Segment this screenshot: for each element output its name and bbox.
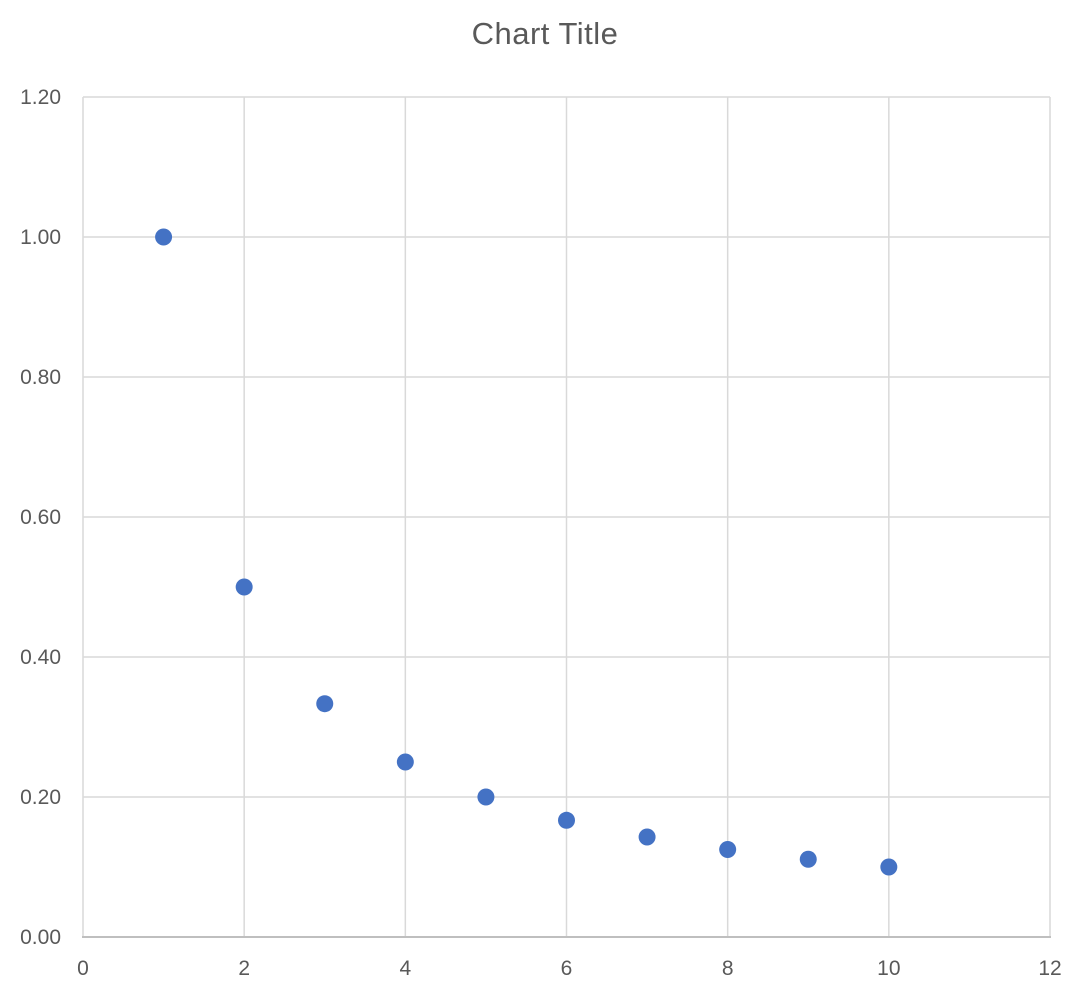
data-point[interactable]	[799, 850, 817, 868]
x-tick-label: 0	[77, 957, 89, 980]
x-tick-label: 8	[722, 957, 734, 980]
y-tick-label: 1.00	[20, 226, 61, 249]
data-point[interactable]	[235, 578, 253, 596]
data-point[interactable]	[558, 811, 575, 829]
y-tick-label: 0.00	[20, 926, 61, 949]
data-point[interactable]	[638, 828, 656, 846]
x-tick-label: 10	[877, 957, 900, 980]
chart-title: Chart Title	[471, 16, 619, 51]
x-tick-label: 4	[399, 957, 411, 980]
y-tick-label: 0.20	[20, 786, 61, 809]
data-point[interactable]	[316, 695, 334, 713]
x-tick-label: 12	[1038, 957, 1061, 980]
data-point[interactable]	[880, 858, 898, 876]
x-tick-label: 2	[238, 957, 250, 980]
data-point[interactable]	[155, 228, 173, 246]
y-tick-label: 1.20	[20, 86, 61, 109]
y-tick-label: 0.40	[20, 646, 61, 669]
data-point[interactable]	[477, 788, 495, 806]
data-point[interactable]	[719, 841, 737, 858]
y-tick-label: 0.80	[20, 366, 61, 389]
x-tick-label: 6	[561, 957, 573, 980]
data-point[interactable]	[396, 753, 414, 771]
y-tick-label: 0.60	[20, 506, 61, 529]
